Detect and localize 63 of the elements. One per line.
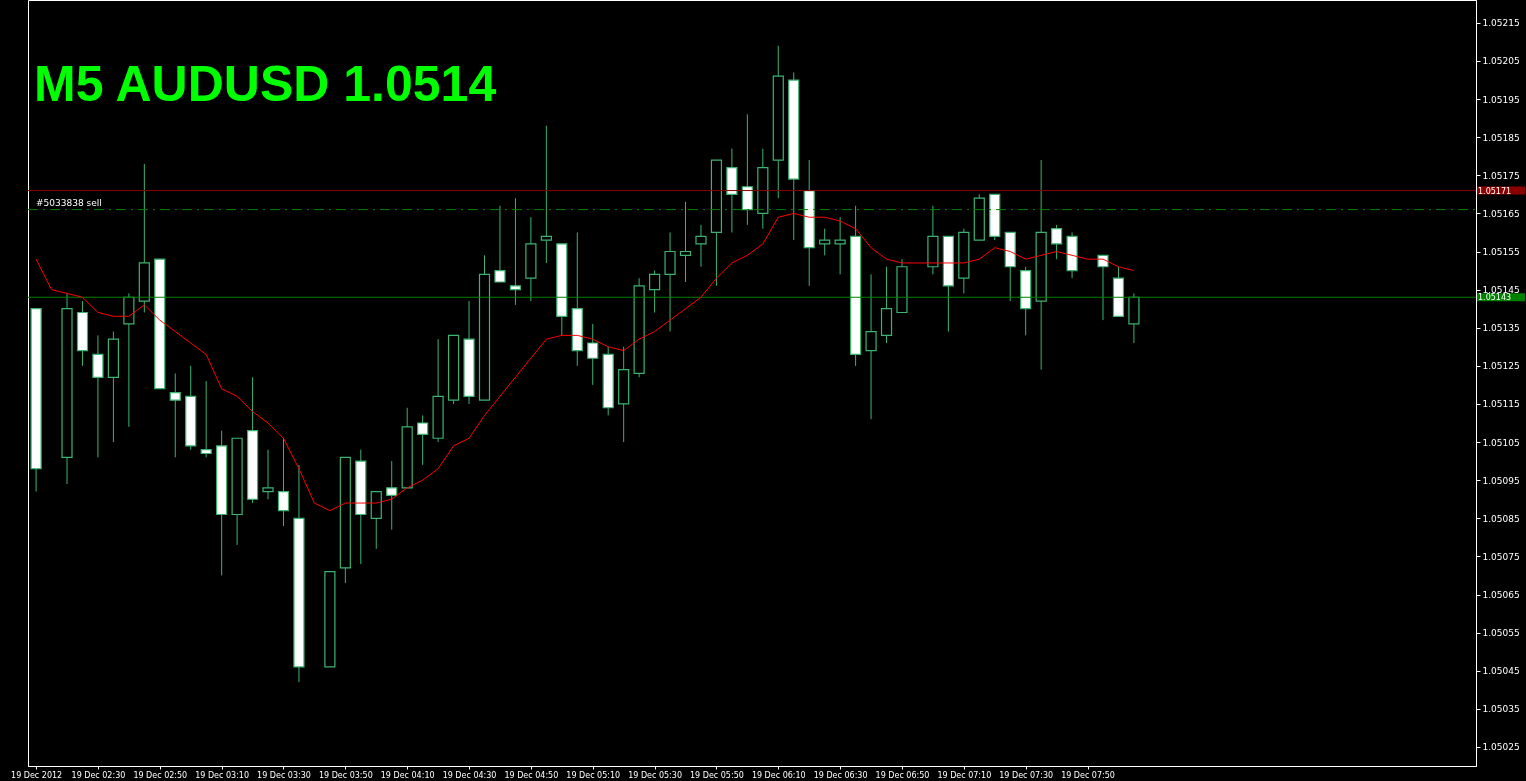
candlestick: [819, 228, 831, 256]
x-tick-label: 19 Dec 06:30: [813, 770, 868, 780]
candlestick: [169, 372, 181, 458]
y-tick-label: 1.05205: [1482, 56, 1520, 67]
x-tick-label: 19 Dec 07:50: [1061, 770, 1115, 780]
y-tick-label: 1.05165: [1482, 208, 1520, 219]
candlestick: [679, 201, 692, 283]
x-tick-label: 19 Dec 06:50: [875, 770, 930, 780]
y-tick-label: 1.05155: [1482, 247, 1520, 258]
x-tick-label: 19 Dec 02:30: [71, 770, 126, 780]
candlestick: [494, 205, 506, 283]
x-tick-label: 19 Dec 03:30: [257, 770, 311, 780]
y-tick-label: 1.05125: [1482, 361, 1520, 372]
candlestick: [509, 197, 522, 306]
x-tick-label: 19 Dec 04:10: [380, 770, 435, 780]
x-tick-label: 19 Dec 05:30: [628, 770, 682, 780]
x-tick-label: 19 Dec 05:10: [566, 770, 621, 780]
line-series: [35, 212, 1135, 512]
candlestick: [92, 334, 104, 458]
ref-line-label: #5033838 sell: [36, 197, 102, 208]
y-tick-label: 1.05135: [1482, 323, 1520, 334]
y-tick-label: 1.05195: [1482, 94, 1520, 105]
candlestick: [741, 113, 753, 226]
candlestick: [1051, 224, 1063, 260]
y-tick-label: 1.05095: [1482, 475, 1520, 486]
x-tick-label: 19 Dec 07:30: [999, 770, 1054, 780]
y-tick-label: 1.05105: [1482, 437, 1520, 448]
y-tick-label: 1.05175: [1482, 170, 1520, 181]
y-tick-label: 1.05045: [1482, 666, 1520, 677]
ref-line-label: 1.05143: [1478, 293, 1512, 303]
y-tick-label: 1.05065: [1482, 590, 1520, 601]
x-tick-label: 19 Dec 04:50: [504, 770, 559, 780]
y-tick-label: 1.05185: [1482, 132, 1520, 143]
x-tick-label: 19 Dec 02:50: [133, 770, 188, 780]
candlestick: [587, 323, 599, 386]
x-tick-label: 19 Dec 07:10: [937, 770, 992, 780]
candlestick: [540, 125, 552, 264]
y-tick-label: 1.05055: [1482, 628, 1520, 639]
candlestick: [834, 216, 846, 275]
x-tick-label: 19 Dec 05:50: [690, 770, 744, 780]
x-tick-label: 19 Dec 03:50: [318, 770, 373, 780]
candlestick: [386, 460, 398, 531]
candlestick: [648, 270, 661, 313]
y-tick-label: 1.05025: [1482, 742, 1520, 753]
y-tick-label: 1.05145: [1482, 285, 1520, 296]
x-tick-label: 19 Dec 04:30: [442, 770, 497, 780]
ref-line-label: 1.05171: [1478, 186, 1512, 196]
candlestick: [664, 231, 676, 333]
candlestick: [417, 414, 429, 466]
candlestick: [277, 437, 290, 527]
x-tick-label: 19 Dec 03:10: [195, 770, 250, 780]
x-tick-label: 19 Dec 2012: [11, 770, 63, 780]
text: M5 AUDUSD 1.0514: [34, 56, 497, 112]
candlestick: [695, 224, 707, 268]
y-tick-label: 1.05215: [1482, 18, 1520, 29]
candlestick: [865, 273, 877, 420]
x-tick-label: 19 Dec 06:10: [751, 770, 806, 780]
y-tick-label: 1.05075: [1482, 551, 1520, 562]
y-tick-label: 1.05085: [1482, 513, 1520, 524]
y-tick-label: 1.05115: [1482, 399, 1520, 410]
y-tick-label: 1.05035: [1482, 704, 1520, 715]
candlestick: [262, 449, 274, 500]
candlestick: [200, 380, 212, 458]
